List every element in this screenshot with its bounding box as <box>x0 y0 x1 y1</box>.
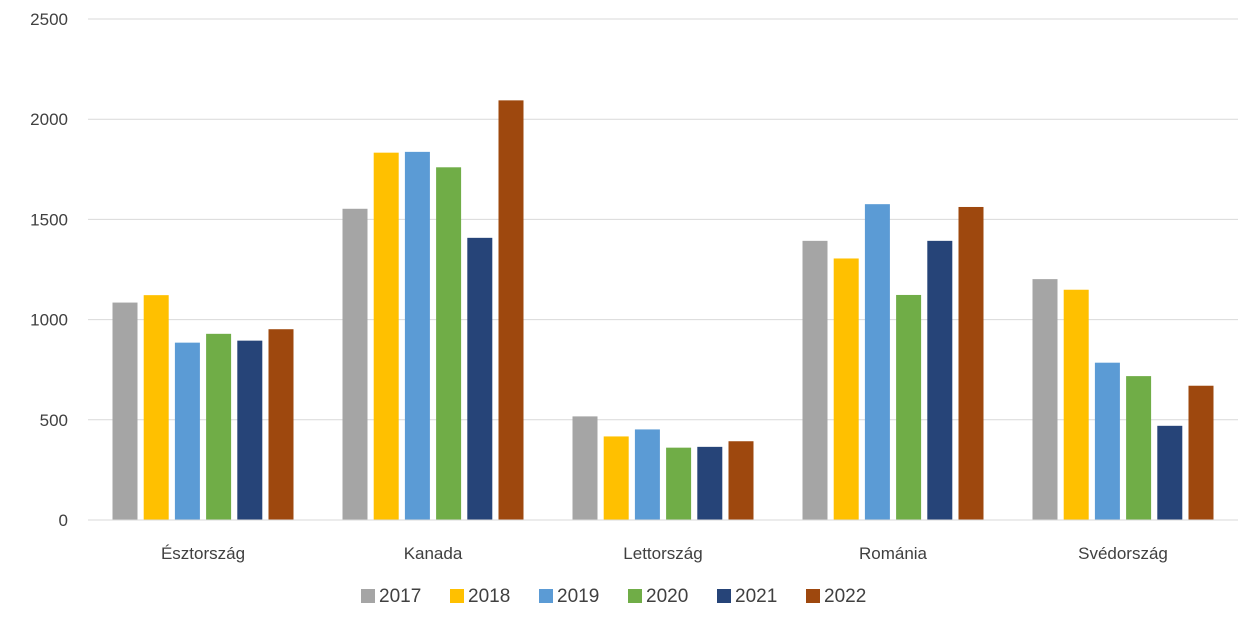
bar-2022-1 <box>498 100 524 520</box>
bar-2019-1 <box>404 151 430 520</box>
bar-2021-0 <box>237 340 263 520</box>
legend-swatch-2022 <box>806 589 820 603</box>
bar-2021-1 <box>467 237 493 521</box>
legend-label: 2020 <box>646 586 688 607</box>
y-tick-label: 500 <box>40 411 68 430</box>
legend-label: 2019 <box>557 586 599 607</box>
bar-2021-3 <box>927 240 953 520</box>
legend-label: 2017 <box>379 586 421 607</box>
bar-2020-0 <box>206 333 232 520</box>
x-category-label: Észtország <box>161 544 245 563</box>
legend-swatch-2017 <box>361 589 375 603</box>
bar-2017-1 <box>342 208 368 520</box>
x-category-label: Svédország <box>1078 544 1168 563</box>
bar-2020-1 <box>436 167 462 520</box>
bar-2020-4 <box>1126 376 1152 520</box>
legend-swatch-2018 <box>450 589 464 603</box>
legend-swatch-2019 <box>539 589 553 603</box>
bar-2020-2 <box>666 447 692 520</box>
x-category-label: Lettország <box>623 544 702 563</box>
bar-2017-2 <box>572 416 598 520</box>
bar-2018-0 <box>143 295 169 520</box>
y-tick-label: 2500 <box>30 10 68 29</box>
legend-label: 2021 <box>735 586 777 607</box>
bar-2018-2 <box>603 436 629 520</box>
bar-2022-0 <box>268 329 294 520</box>
bar-2018-1 <box>373 152 399 520</box>
x-category-label: Kanada <box>404 544 463 563</box>
legend-label: 2022 <box>824 586 866 607</box>
bar-2017-4 <box>1032 279 1058 520</box>
bar-2019-0 <box>174 342 200 520</box>
bar-2021-4 <box>1157 425 1183 520</box>
y-tick-label: 0 <box>59 511 68 530</box>
bar-2022-2 <box>728 441 754 520</box>
bar-2021-2 <box>697 446 723 520</box>
bar-2020-3 <box>896 294 922 520</box>
y-tick-label: 2000 <box>30 110 68 129</box>
bar-2018-4 <box>1063 289 1089 520</box>
legend-label: 2018 <box>468 586 510 607</box>
bar-2019-3 <box>864 204 890 520</box>
legend-swatch-2020 <box>628 589 642 603</box>
bar-2022-4 <box>1188 385 1214 520</box>
bar-2018-3 <box>833 258 859 520</box>
y-tick-label: 1000 <box>30 311 68 330</box>
bar-2017-0 <box>112 302 138 520</box>
legend-swatch-2021 <box>717 589 731 603</box>
bar-2019-4 <box>1094 362 1120 520</box>
bar-2022-3 <box>958 206 984 520</box>
bar-2017-3 <box>802 240 828 520</box>
y-tick-label: 1500 <box>30 210 68 229</box>
x-category-label: Románia <box>859 544 928 563</box>
bar-2019-2 <box>634 429 660 520</box>
